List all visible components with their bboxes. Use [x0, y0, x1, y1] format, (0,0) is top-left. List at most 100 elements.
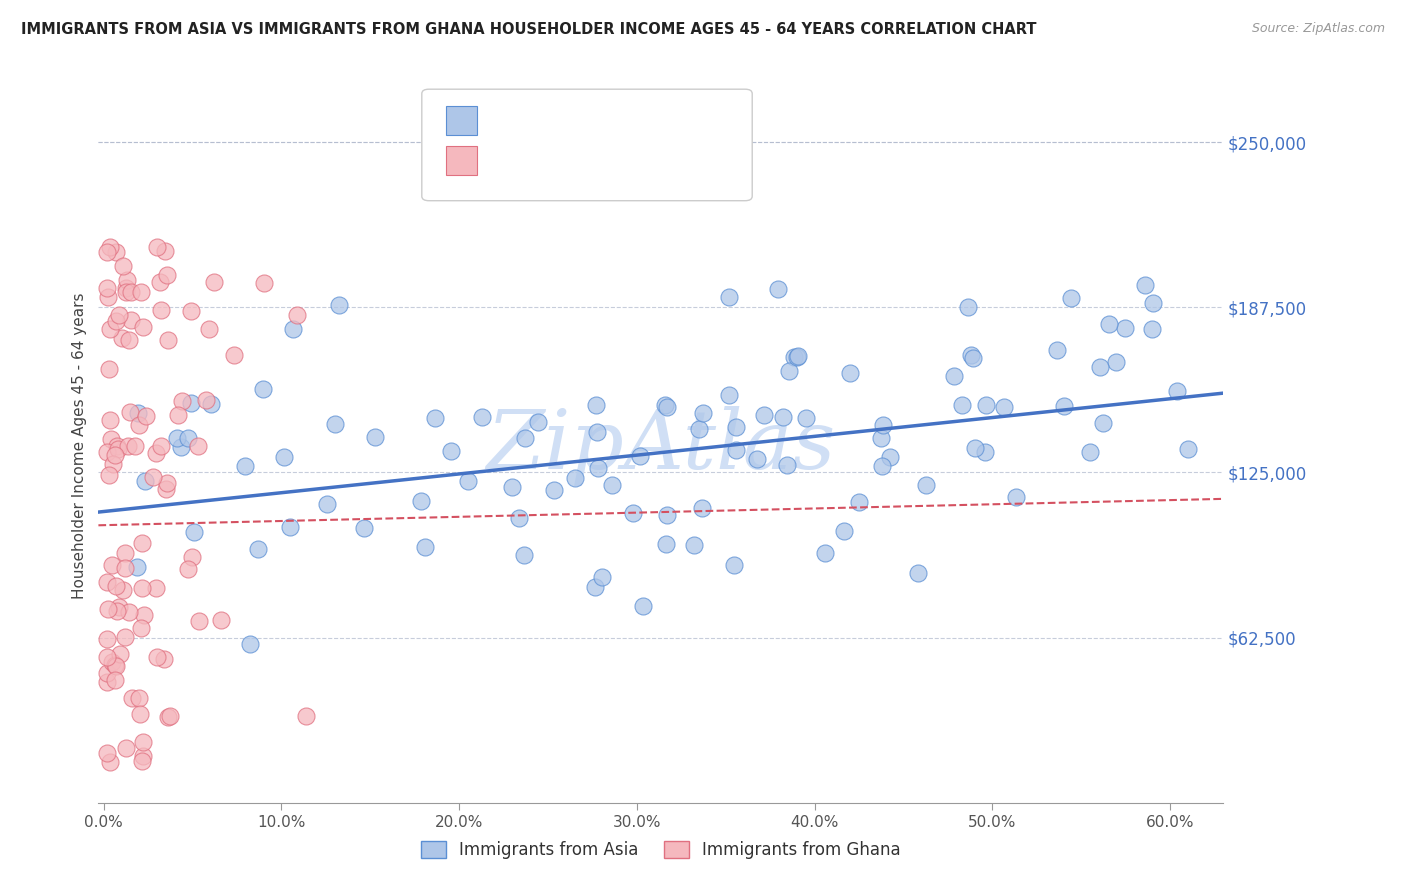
- Point: [118, 605, 141, 619]
- Point: [107, 308, 129, 322]
- Point: [104, 448, 127, 462]
- Point: [914, 477, 936, 491]
- Point: [114, 740, 136, 755]
- Point: [328, 298, 350, 312]
- Point: [146, 239, 169, 253]
- Point: [183, 525, 205, 540]
- Point: [209, 613, 232, 627]
- Point: [101, 457, 124, 471]
- Point: [96, 444, 118, 458]
- Point: [98, 468, 121, 483]
- Point: [96, 632, 118, 647]
- Point: [131, 536, 153, 550]
- Point: [586, 425, 609, 439]
- Point: [120, 313, 142, 327]
- Point: [128, 690, 150, 705]
- Point: [118, 333, 141, 347]
- Y-axis label: Householder Income Ages 45 - 64 years: Householder Income Ages 45 - 64 years: [72, 293, 87, 599]
- Point: [172, 393, 194, 408]
- Point: [413, 540, 436, 554]
- Point: [1142, 295, 1164, 310]
- Point: [628, 449, 651, 463]
- Point: [104, 673, 127, 688]
- Point: [1005, 490, 1028, 504]
- Point: [96, 280, 118, 294]
- Point: [114, 546, 136, 560]
- Point: [353, 521, 375, 535]
- Point: [745, 451, 768, 466]
- Point: [501, 480, 523, 494]
- Point: [132, 607, 155, 622]
- Point: [655, 508, 678, 523]
- Point: [180, 549, 202, 564]
- Point: [692, 406, 714, 420]
- Point: [1078, 445, 1101, 459]
- Point: [155, 482, 177, 496]
- Point: [585, 398, 607, 412]
- Point: [879, 450, 901, 464]
- Point: [202, 275, 225, 289]
- Point: [97, 362, 120, 376]
- Point: [114, 281, 136, 295]
- Point: [839, 367, 862, 381]
- Point: [110, 331, 132, 345]
- Point: [654, 398, 676, 412]
- Point: [655, 400, 678, 414]
- Point: [156, 476, 179, 491]
- Point: [814, 546, 837, 560]
- Point: [778, 364, 800, 378]
- Point: [131, 581, 153, 595]
- Point: [105, 439, 128, 453]
- Point: [848, 494, 870, 508]
- Point: [105, 604, 128, 618]
- Point: [125, 559, 148, 574]
- Legend: Immigrants from Asia, Immigrants from Ghana: Immigrants from Asia, Immigrants from Gh…: [415, 834, 907, 866]
- Point: [543, 483, 565, 497]
- Point: [96, 244, 118, 259]
- Point: [794, 411, 817, 425]
- Point: [723, 558, 745, 572]
- Point: [107, 600, 129, 615]
- Point: [508, 511, 530, 525]
- Point: [180, 396, 202, 410]
- Point: [962, 351, 984, 365]
- Point: [1053, 399, 1076, 413]
- Point: [872, 418, 894, 433]
- Point: [786, 349, 808, 363]
- Point: [1105, 354, 1128, 368]
- Point: [655, 537, 678, 551]
- Point: [98, 413, 121, 427]
- Point: [471, 410, 494, 425]
- Point: [1140, 322, 1163, 336]
- Point: [512, 548, 534, 562]
- Point: [121, 691, 143, 706]
- Point: [950, 398, 973, 412]
- Point: [246, 542, 269, 557]
- Point: [586, 461, 609, 475]
- Point: [253, 276, 276, 290]
- Point: [323, 417, 346, 432]
- Point: [832, 524, 855, 539]
- Point: [233, 459, 256, 474]
- Point: [688, 422, 710, 436]
- Point: [993, 401, 1015, 415]
- Point: [129, 285, 152, 299]
- Point: [96, 650, 118, 665]
- Point: [285, 308, 308, 322]
- Point: [956, 301, 979, 315]
- Point: [96, 746, 118, 760]
- Point: [118, 405, 141, 419]
- Point: [457, 474, 479, 488]
- Point: [124, 439, 146, 453]
- Point: [772, 410, 794, 425]
- Point: [180, 304, 202, 318]
- Point: [515, 431, 537, 445]
- Point: [870, 432, 893, 446]
- Point: [108, 647, 131, 661]
- Point: [907, 566, 929, 581]
- Point: [200, 397, 222, 411]
- Point: [115, 273, 138, 287]
- Point: [786, 350, 808, 364]
- Point: [1177, 442, 1199, 456]
- Point: [974, 398, 997, 412]
